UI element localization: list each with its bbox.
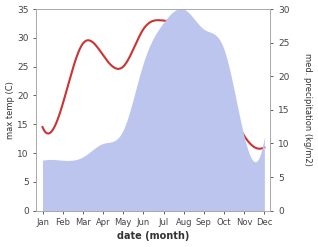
X-axis label: date (month): date (month) [117, 231, 190, 242]
Y-axis label: med. precipitation (kg/m2): med. precipitation (kg/m2) [303, 53, 313, 166]
Y-axis label: max temp (C): max temp (C) [5, 81, 15, 139]
